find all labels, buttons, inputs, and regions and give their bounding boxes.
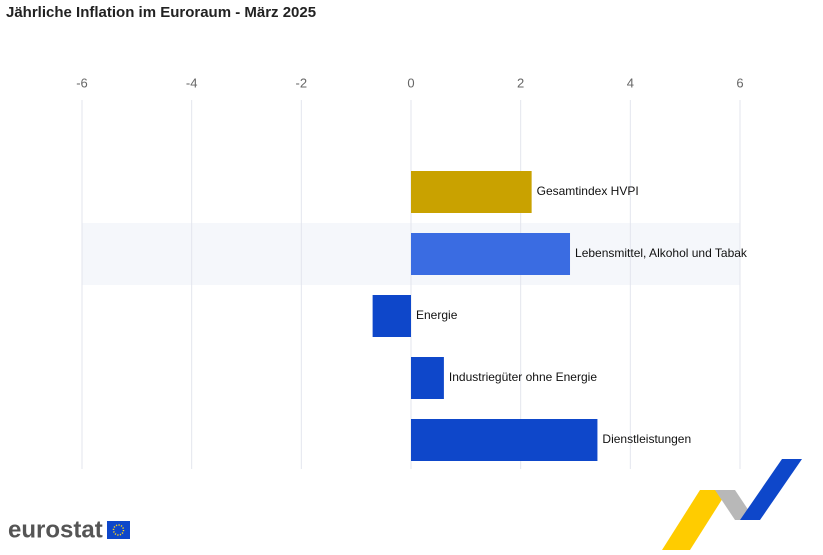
x-tick-label: -2 xyxy=(296,75,308,90)
decor-logo xyxy=(662,459,802,550)
decor-blue xyxy=(740,459,802,520)
x-tick-label: 4 xyxy=(627,75,634,90)
plot: -6 -4 -2 0 2 4 6 Gesamtindex HVPI Lebensmittel, … xyxy=(76,75,748,469)
x-tick-label: 6 xyxy=(736,75,743,90)
category-label: Energie xyxy=(416,308,458,322)
decor-grey xyxy=(715,490,755,520)
category-label: Gesamtindex HVPI xyxy=(537,184,639,198)
bar xyxy=(411,171,532,213)
decor-yellow xyxy=(662,490,728,550)
chart-title: Jährliche Inflation im Euroraum - März 2… xyxy=(6,4,316,21)
category-label: Dienstleistungen xyxy=(602,432,691,446)
x-tick-label: 0 xyxy=(407,75,414,90)
category-label: Industriegüter ohne Energie xyxy=(449,370,597,384)
bar xyxy=(411,357,444,399)
flag-field xyxy=(107,521,130,539)
brand-logo: eurostat xyxy=(8,516,103,543)
eu-flag xyxy=(107,521,130,539)
x-tick-label: -4 xyxy=(186,75,198,90)
x-tick-label: 2 xyxy=(517,75,524,90)
bar xyxy=(411,233,571,275)
x-tick-label: -6 xyxy=(76,75,88,90)
flag-stars xyxy=(112,524,125,536)
bar xyxy=(372,295,411,337)
bar xyxy=(411,419,598,461)
category-label: Lebensmittel, Alkohol und Tabak xyxy=(575,246,748,260)
